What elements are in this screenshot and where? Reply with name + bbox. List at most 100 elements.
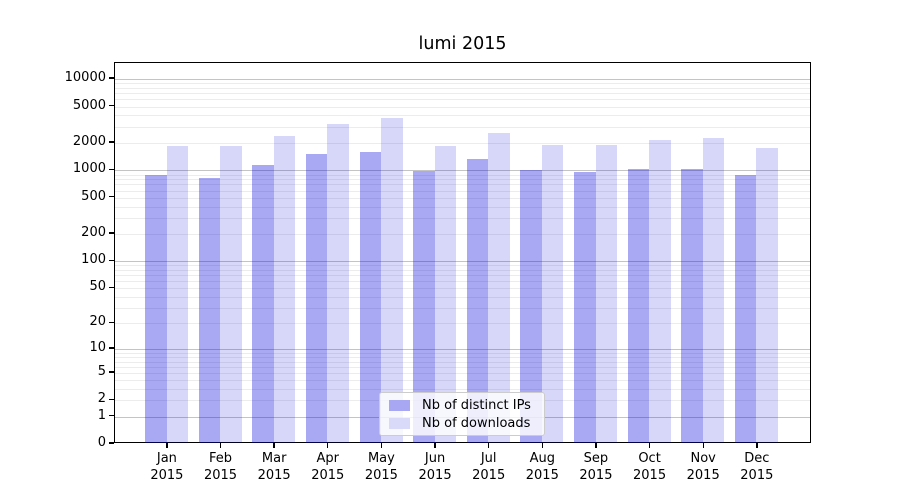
x-tick-year: 2015	[472, 468, 506, 483]
x-tick-month: Jul	[480, 451, 497, 466]
minor-gridline	[115, 206, 810, 208]
y-tick-label: 1	[97, 407, 106, 423]
plot-area	[114, 62, 811, 443]
major-gridline	[115, 349, 810, 351]
minor-gridline	[115, 296, 810, 298]
legend-label-distinct-ips: Nb of distinct IPs	[422, 397, 531, 413]
minor-gridline	[115, 233, 810, 235]
legend-label-downloads: Nb of downloads	[422, 415, 531, 431]
x-tick-year: 2015	[579, 468, 613, 483]
x-tick-year: 2015	[686, 468, 720, 483]
x-tick-mark	[219, 443, 222, 448]
y-tick-label: 2	[97, 391, 106, 407]
minor-gridline	[115, 93, 810, 95]
legend-swatch-distinct-ips-icon	[389, 399, 410, 411]
minor-gridline	[115, 83, 810, 85]
y-tick-mark	[109, 398, 114, 401]
y-tick-mark	[109, 232, 114, 234]
x-tick-month: Apr	[316, 451, 340, 466]
minor-gridline	[115, 323, 810, 325]
bar-downloads-mar	[273, 135, 296, 443]
x-tick-label: Sep 2015	[564, 450, 628, 484]
y-tick-mark	[109, 442, 114, 444]
y-tick-mark	[109, 414, 114, 417]
minor-gridline	[115, 288, 810, 290]
bar-distinct-ips-jan	[145, 175, 167, 443]
minor-gridline	[115, 281, 810, 283]
bar-distinct-ips-aug	[520, 169, 542, 443]
x-tick-label: Oct 2015	[618, 450, 682, 484]
y-tick-label: 100	[81, 252, 106, 268]
bar-downloads-aug	[541, 145, 564, 443]
x-tick-year: 2015	[311, 468, 345, 483]
minor-gridline	[115, 352, 810, 354]
y-tick-mark	[109, 259, 114, 261]
x-tick-month: Nov	[690, 451, 716, 466]
y-tick-mark	[109, 286, 114, 288]
minor-gridline	[115, 179, 810, 181]
legend: Nb of distinct IPs Nb of downloads	[379, 392, 545, 436]
bar-distinct-ips-dec	[734, 174, 757, 443]
minor-gridline	[115, 106, 810, 108]
x-tick-year: 2015	[633, 468, 667, 483]
legend-item-distinct-ips: Nb of distinct IPs	[389, 398, 544, 413]
x-tick-mark	[595, 443, 597, 448]
legend-swatch-downloads-icon	[389, 417, 410, 429]
y-tick-label: 10000	[64, 70, 106, 86]
bar-distinct-ips-sep	[574, 171, 596, 443]
chart-title: lumi 2015	[418, 34, 507, 54]
y-tick-mark	[109, 196, 114, 198]
x-tick-mark	[327, 443, 329, 448]
bar-distinct-ips-feb	[198, 177, 221, 443]
minor-gridline	[115, 126, 810, 128]
y-tick-label: 5000	[72, 97, 106, 113]
minor-gridline	[115, 275, 810, 277]
y-tick-label: 1000	[72, 161, 106, 177]
x-tick-month: Jun	[424, 451, 446, 466]
y-tick-mark	[109, 371, 114, 373]
bar-distinct-ips-oct	[627, 168, 650, 443]
x-tick-year: 2015	[418, 468, 452, 483]
major-gridline	[115, 261, 810, 263]
y-tick-mark	[109, 77, 114, 79]
x-tick-label: Jan 2015	[135, 450, 199, 484]
x-tick-label: Feb 2015	[189, 450, 253, 484]
x-tick-label: Jul 2015	[457, 450, 521, 484]
x-tick-label: Jun 2015	[403, 450, 467, 484]
bar-distinct-ips-mar	[252, 165, 274, 443]
minor-gridline	[115, 115, 810, 117]
x-tick-year: 2015	[740, 468, 774, 483]
x-tick-mark	[702, 443, 704, 448]
bar-distinct-ips-nov	[681, 168, 703, 443]
x-tick-label: Mar 2015	[242, 450, 306, 484]
major-gridline	[115, 170, 810, 172]
legend-item-downloads: Nb of downloads	[389, 416, 544, 431]
minor-gridline	[115, 99, 810, 101]
x-tick-month: Feb	[209, 451, 233, 466]
x-tick-month: May	[367, 451, 395, 466]
bar-distinct-ips-may	[359, 151, 382, 443]
minor-gridline	[115, 373, 810, 375]
x-tick-label: Apr 2015	[296, 450, 360, 484]
minor-gridline	[115, 197, 810, 199]
x-tick-month: Sep	[583, 451, 609, 466]
bar-downloads-jun	[434, 146, 457, 443]
major-gridline	[115, 79, 810, 81]
x-tick-year: 2015	[150, 468, 184, 483]
minor-gridline	[115, 190, 810, 192]
bar-downloads-jan	[166, 146, 188, 443]
y-tick-mark	[109, 104, 114, 107]
x-tick-month: Oct	[638, 451, 661, 466]
bar-downloads-feb	[220, 145, 242, 443]
bar-distinct-ips-jul	[466, 158, 489, 443]
bar-downloads-dec	[756, 147, 778, 443]
x-tick-year: 2015	[203, 468, 238, 483]
x-tick-mark	[487, 443, 490, 448]
minor-gridline	[115, 269, 810, 271]
x-tick-label: May 2015	[349, 450, 413, 484]
y-tick-label: 5	[97, 364, 106, 380]
minor-gridline	[115, 217, 810, 219]
bar-downloads-jul	[488, 132, 510, 443]
x-tick-mark	[648, 443, 651, 448]
minor-gridline	[115, 356, 810, 358]
